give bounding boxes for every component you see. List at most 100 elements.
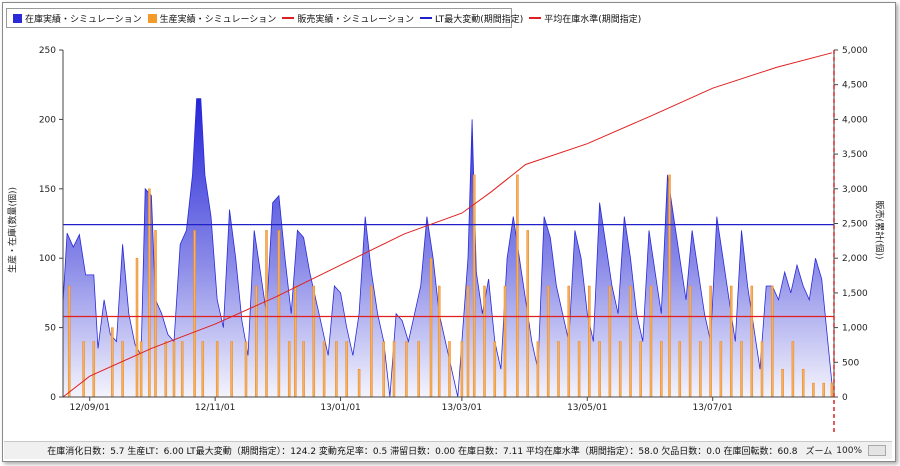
right-tick-label: 0 xyxy=(842,393,848,403)
production-bar xyxy=(82,341,85,398)
left-tick-label: 50 xyxy=(45,324,57,334)
production-bar xyxy=(417,341,420,398)
right-tick-label: 2,500 xyxy=(842,220,868,230)
legend-item: 販売実績・シミュレーション xyxy=(282,12,414,25)
production-bar xyxy=(154,230,157,398)
production-bar xyxy=(608,285,612,398)
production-bar xyxy=(781,368,784,398)
right-tick-label: 5,000 xyxy=(842,46,868,56)
legend-item: 生産実績・シミュレーション xyxy=(147,12,277,25)
production-bar xyxy=(740,341,743,398)
production-bar xyxy=(598,341,601,398)
left-tick-label: 150 xyxy=(39,185,56,195)
production-bar xyxy=(688,285,692,398)
production-bar xyxy=(567,285,571,398)
right-tick-label: 3,000 xyxy=(842,185,868,195)
production-bar xyxy=(729,285,733,398)
production-bar xyxy=(244,341,248,398)
production-bar xyxy=(577,341,581,398)
legend-label: 平均在庫水準(期間指定) xyxy=(544,14,642,25)
zoom-slider[interactable] xyxy=(868,445,886,456)
right-tick-label: 1,000 xyxy=(842,324,868,334)
production-bar xyxy=(230,341,233,398)
production-bar xyxy=(516,174,519,398)
production-bar xyxy=(771,285,774,398)
production-bar xyxy=(345,341,348,398)
left-tick-label: 100 xyxy=(39,254,56,264)
legend-swatch xyxy=(13,13,22,23)
legend-swatch xyxy=(419,17,432,19)
x-tick-label: 13/03/01 xyxy=(442,403,482,413)
status-bar: 在庫消化日数：5.7 生産LT：6.00 LT最大変動（期間指定）：124.2 … xyxy=(4,441,892,459)
production-bar xyxy=(699,341,702,398)
production-bar xyxy=(750,285,754,398)
production-bar xyxy=(503,285,507,398)
legend-item: 在庫実績・シミュレーション xyxy=(13,12,142,25)
zoom-label: ズーム xyxy=(805,447,833,457)
production-bar xyxy=(148,188,151,398)
production-bar xyxy=(526,230,529,398)
production-bar xyxy=(287,341,291,398)
production-bar xyxy=(719,341,723,398)
production-bar xyxy=(536,341,540,398)
production-bar xyxy=(265,230,268,398)
production-bar xyxy=(618,341,622,398)
production-bar xyxy=(812,382,815,398)
production-bar xyxy=(588,285,591,398)
production-bar xyxy=(92,341,96,398)
production-bar xyxy=(139,341,143,398)
legend-label: 販売実績・シミュレーション xyxy=(297,14,414,25)
production-bar xyxy=(121,341,124,398)
production-bar xyxy=(302,341,305,398)
x-tick-label: 13/05/01 xyxy=(567,403,607,413)
legend-item: LT最大変動(期間指定) xyxy=(419,12,523,25)
production-bar xyxy=(392,341,396,398)
x-tick-label: 13/07/01 xyxy=(692,403,732,413)
left-tick-label: 0 xyxy=(50,393,56,403)
production-bar xyxy=(405,341,408,398)
production-bar xyxy=(822,382,825,398)
legend-swatch xyxy=(529,17,542,19)
production-bar xyxy=(172,341,176,398)
production-bar xyxy=(255,285,258,398)
production-bar xyxy=(429,257,433,398)
production-bar xyxy=(709,285,712,398)
legend-label: 生産実績・シミュレーション xyxy=(159,14,277,25)
right-axis-title: 販売(累計(個)) xyxy=(870,180,892,280)
right-tick-label: 500 xyxy=(842,358,859,368)
production-bar xyxy=(678,341,682,398)
sales-cumulative-line xyxy=(62,52,833,398)
production-bar xyxy=(483,285,486,398)
x-tick-label: 12/09/01 xyxy=(70,403,110,413)
left-axis-label: 生産・在庫(数量(個)) xyxy=(8,186,19,274)
production-bar xyxy=(830,382,834,398)
x-tick-label: 13/01/01 xyxy=(320,403,360,413)
production-bar xyxy=(277,230,281,398)
production-bar xyxy=(322,341,326,398)
production-bar xyxy=(67,285,71,398)
status-summary: 在庫消化日数：5.7 生産LT：6.00 LT最大変動（期間指定）：124.2 … xyxy=(47,447,798,457)
right-tick-label: 2,000 xyxy=(842,254,868,264)
production-bar xyxy=(335,341,338,398)
right-tick-label: 4,500 xyxy=(842,81,868,91)
production-bar xyxy=(660,341,663,398)
production-bar xyxy=(460,341,464,398)
production-bar xyxy=(111,327,114,398)
x-tick-label: 12/11/01 xyxy=(195,403,235,413)
production-bar xyxy=(760,341,764,398)
left-tick-label: 250 xyxy=(39,46,56,56)
legend-swatch xyxy=(282,17,295,19)
legend-item: 平均在庫水準(期間指定) xyxy=(529,12,641,25)
production-bar xyxy=(294,285,297,398)
production-bar xyxy=(448,341,451,398)
zoom-value: 100% xyxy=(836,445,862,456)
inventory-area xyxy=(62,98,833,398)
chart-legend: 在庫実績・シミュレーション 生産実績・シミュレーション 販売実績・シミュレーション L… xyxy=(6,8,641,28)
production-bar xyxy=(382,341,385,398)
production-bar xyxy=(472,174,476,398)
production-bar xyxy=(668,174,671,398)
production-bar xyxy=(370,285,373,398)
left-axis-title: 生産・在庫(数量(個)) xyxy=(2,180,24,280)
left-tick-label: 200 xyxy=(39,115,56,125)
